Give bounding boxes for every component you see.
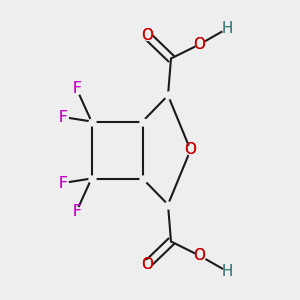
Text: O: O	[141, 28, 153, 43]
Text: H: H	[222, 264, 233, 279]
Text: H: H	[222, 264, 233, 279]
Text: O: O	[141, 257, 153, 272]
Text: F: F	[58, 176, 68, 190]
Text: F: F	[72, 81, 81, 96]
Text: F: F	[72, 81, 81, 96]
Text: O: O	[141, 28, 153, 43]
Text: H: H	[222, 21, 233, 36]
Text: O: O	[184, 142, 196, 158]
Text: H: H	[222, 21, 233, 36]
Text: O: O	[194, 248, 206, 263]
Text: F: F	[58, 176, 68, 190]
Text: O: O	[194, 248, 206, 263]
Text: F: F	[58, 110, 68, 124]
Text: F: F	[58, 110, 68, 124]
Text: O: O	[184, 142, 196, 158]
Text: O: O	[194, 37, 206, 52]
Text: O: O	[141, 257, 153, 272]
Text: F: F	[72, 204, 81, 219]
Text: O: O	[194, 37, 206, 52]
Text: F: F	[72, 204, 81, 219]
